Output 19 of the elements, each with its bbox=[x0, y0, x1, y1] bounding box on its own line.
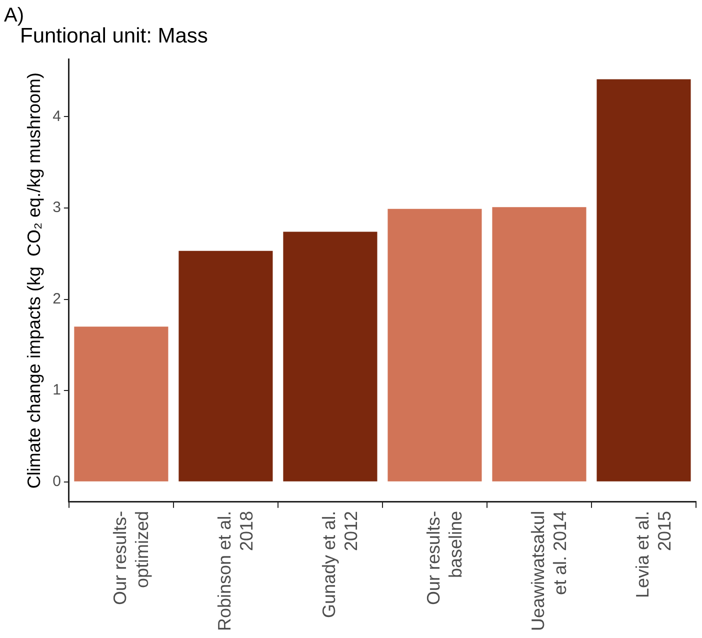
y-tick-label: 4 bbox=[52, 108, 61, 125]
x-tick-label: Robinson et al. 2018 bbox=[214, 510, 256, 631]
x-tick-label: Our results- baseline bbox=[424, 510, 466, 605]
text: A) bbox=[4, 4, 24, 27]
bar bbox=[283, 232, 378, 482]
bar bbox=[178, 250, 273, 482]
x-tick-label: Levia et al. 2015 bbox=[632, 510, 674, 598]
bar bbox=[74, 326, 168, 482]
x-tick-label: Gunady et al. 2012 bbox=[319, 510, 361, 618]
chart-title: Funtional unit: Mass bbox=[20, 24, 208, 48]
y-axis-title: Climate change impacts (kg CO₂ eq./kg mushroom) bbox=[24, 72, 44, 489]
y-tick-label: 1 bbox=[52, 382, 61, 399]
x-tick-label: Our results- optimized bbox=[110, 510, 152, 605]
y-tick-label: 2 bbox=[52, 290, 61, 308]
bar bbox=[492, 207, 586, 482]
y-tick-label: 3 bbox=[52, 199, 61, 216]
bar bbox=[596, 79, 691, 482]
bar bbox=[388, 208, 482, 482]
y-tick-label: 0 bbox=[52, 472, 61, 490]
